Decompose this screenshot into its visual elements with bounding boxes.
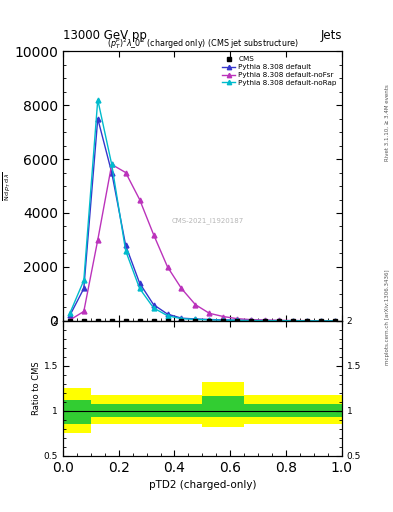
Pythia 8.308 default-noRap bbox=[81, 278, 86, 284]
Pythia 8.308 default-noRap bbox=[123, 248, 128, 254]
Pythia 8.308 default bbox=[332, 318, 337, 324]
Pythia 8.308 default bbox=[221, 317, 226, 323]
Pythia 8.308 default-noFsr bbox=[123, 169, 128, 176]
CMS bbox=[332, 318, 337, 324]
Pythia 8.308 default-noFsr bbox=[165, 264, 170, 270]
CMS bbox=[165, 318, 170, 324]
Pythia 8.308 default bbox=[179, 315, 184, 321]
Pythia 8.308 default-noRap bbox=[332, 318, 337, 324]
Pythia 8.308 default-noFsr bbox=[193, 302, 198, 308]
Legend: CMS, Pythia 8.308 default, Pythia 8.308 default-noFsr, Pythia 8.308 default-noRa: CMS, Pythia 8.308 default, Pythia 8.308 … bbox=[220, 53, 340, 89]
Pythia 8.308 default-noFsr bbox=[151, 231, 156, 238]
Pythia 8.308 default-noFsr bbox=[207, 310, 212, 316]
Pythia 8.308 default bbox=[305, 317, 309, 324]
Pythia 8.308 default-noRap bbox=[207, 317, 212, 323]
Pythia 8.308 default-noRap bbox=[179, 315, 184, 322]
CMS bbox=[263, 318, 268, 324]
Pythia 8.308 default-noRap bbox=[109, 161, 114, 167]
Pythia 8.308 default-noRap bbox=[95, 97, 100, 103]
Pythia 8.308 default-noRap bbox=[193, 316, 198, 323]
CMS bbox=[221, 318, 226, 324]
Pythia 8.308 default-noFsr bbox=[68, 317, 72, 323]
Pythia 8.308 default bbox=[165, 311, 170, 317]
CMS bbox=[193, 318, 198, 324]
Line: Pythia 8.308 default-noFsr: Pythia 8.308 default-noFsr bbox=[68, 162, 337, 323]
Pythia 8.308 default-noFsr bbox=[332, 317, 337, 324]
CMS bbox=[109, 318, 114, 324]
Pythia 8.308 default-noRap bbox=[249, 317, 253, 324]
Pythia 8.308 default bbox=[95, 116, 100, 122]
Pythia 8.308 default bbox=[249, 317, 253, 324]
Line: CMS: CMS bbox=[68, 319, 337, 323]
Pythia 8.308 default-noRap bbox=[221, 317, 226, 323]
Pythia 8.308 default-noFsr bbox=[179, 285, 184, 291]
Pythia 8.308 default-noRap bbox=[235, 317, 240, 324]
Pythia 8.308 default bbox=[151, 302, 156, 308]
Pythia 8.308 default bbox=[123, 242, 128, 248]
CMS bbox=[95, 318, 100, 324]
Pythia 8.308 default bbox=[291, 317, 296, 324]
CMS bbox=[277, 318, 281, 324]
Line: Pythia 8.308 default-noRap: Pythia 8.308 default-noRap bbox=[68, 97, 337, 323]
Pythia 8.308 default-noFsr bbox=[95, 237, 100, 243]
Y-axis label: Ratio to CMS: Ratio to CMS bbox=[32, 361, 41, 415]
Pythia 8.308 default-noFsr bbox=[221, 313, 226, 319]
CMS bbox=[305, 318, 309, 324]
Pythia 8.308 default-noFsr bbox=[305, 317, 309, 324]
Pythia 8.308 default-noRap bbox=[151, 305, 156, 311]
Pythia 8.308 default bbox=[235, 317, 240, 323]
Title: $(p_T^P)^2\lambda\_0^2$ (charged only) (CMS jet substructure): $(p_T^P)^2\lambda\_0^2$ (charged only) (… bbox=[107, 36, 298, 51]
CMS bbox=[179, 318, 184, 324]
Pythia 8.308 default bbox=[137, 280, 142, 286]
Text: 13000 GeV pp: 13000 GeV pp bbox=[63, 29, 147, 42]
Text: Rivet 3.1.10, ≥ 3.4M events: Rivet 3.1.10, ≥ 3.4M events bbox=[385, 84, 389, 161]
Pythia 8.308 default bbox=[68, 312, 72, 318]
Y-axis label: $\frac{1}{\mathrm{N}}\frac{\mathrm{d}^2\mathrm{N}}{\mathrm{d}\,p_T\,\mathrm{d}\,: $\frac{1}{\mathrm{N}}\frac{\mathrm{d}^2\… bbox=[0, 172, 13, 201]
CMS bbox=[291, 318, 296, 324]
Pythia 8.308 default bbox=[81, 285, 86, 291]
Pythia 8.308 default-noFsr bbox=[319, 317, 323, 324]
Pythia 8.308 default bbox=[277, 317, 281, 324]
CMS bbox=[235, 318, 240, 324]
Pythia 8.308 default-noFsr bbox=[235, 315, 240, 322]
Pythia 8.308 default bbox=[207, 316, 212, 323]
Pythia 8.308 default bbox=[193, 316, 198, 322]
CMS bbox=[319, 318, 323, 324]
CMS bbox=[151, 318, 156, 324]
Pythia 8.308 default-noFsr bbox=[263, 317, 268, 323]
Pythia 8.308 default bbox=[109, 169, 114, 176]
CMS bbox=[207, 318, 212, 324]
Pythia 8.308 default-noRap bbox=[165, 313, 170, 319]
Pythia 8.308 default bbox=[319, 318, 323, 324]
Pythia 8.308 default-noRap bbox=[68, 310, 72, 316]
X-axis label: pTD2 (charged-only): pTD2 (charged-only) bbox=[149, 480, 256, 490]
Pythia 8.308 default-noRap bbox=[291, 317, 296, 324]
Pythia 8.308 default-noRap bbox=[263, 317, 268, 324]
Pythia 8.308 default-noRap bbox=[319, 318, 323, 324]
CMS bbox=[68, 318, 72, 324]
Pythia 8.308 default-noFsr bbox=[277, 317, 281, 324]
CMS bbox=[81, 318, 86, 324]
Pythia 8.308 default-noRap bbox=[277, 317, 281, 324]
Pythia 8.308 default-noFsr bbox=[291, 317, 296, 324]
Text: Jets: Jets bbox=[320, 29, 342, 42]
Pythia 8.308 default-noFsr bbox=[81, 308, 86, 314]
Pythia 8.308 default bbox=[263, 317, 268, 324]
Pythia 8.308 default-noFsr bbox=[137, 197, 142, 203]
Pythia 8.308 default-noRap bbox=[305, 318, 309, 324]
CMS bbox=[137, 318, 142, 324]
Pythia 8.308 default-noFsr bbox=[109, 161, 114, 167]
CMS bbox=[249, 318, 253, 324]
Text: mcplots.cern.ch [arXiv:1306.3436]: mcplots.cern.ch [arXiv:1306.3436] bbox=[385, 270, 389, 365]
CMS bbox=[123, 318, 128, 324]
Line: Pythia 8.308 default: Pythia 8.308 default bbox=[68, 116, 337, 323]
Pythia 8.308 default-noRap bbox=[137, 285, 142, 291]
Text: CMS-2021_I1920187: CMS-2021_I1920187 bbox=[172, 218, 244, 224]
Pythia 8.308 default-noFsr bbox=[249, 316, 253, 323]
